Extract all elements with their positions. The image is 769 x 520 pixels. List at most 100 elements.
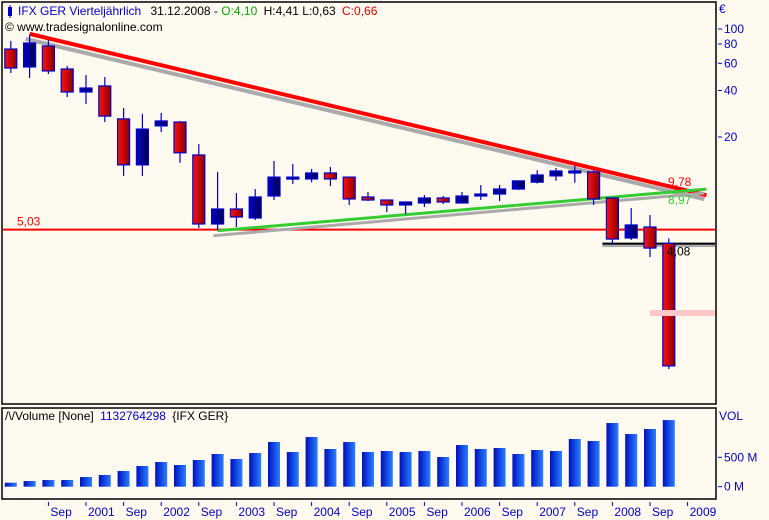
candle (361, 192, 375, 202)
volume-symbol: {IFX GER} (172, 409, 228, 423)
volume-bar (42, 479, 55, 487)
candle-body-bear (116, 118, 131, 166)
candle (98, 77, 112, 123)
x-tick-label: Sep (201, 505, 223, 519)
candle (23, 34, 37, 78)
price-plot (3, 31, 715, 370)
volume-bar (155, 462, 168, 487)
volume-bar (117, 471, 130, 487)
volume-bar (286, 452, 299, 487)
x-tick-label: Sep (351, 505, 373, 519)
candle-body-bull (248, 196, 262, 219)
horizontal-line-label: 4,08 (667, 245, 691, 259)
volume-bar (249, 453, 262, 487)
volume-bar (174, 465, 186, 487)
candle-body-bull (493, 188, 507, 195)
candle-body-bull (211, 208, 225, 225)
candle (530, 170, 544, 184)
candle (229, 192, 243, 227)
symbol-label[interactable]: IFX GER Vierteljährlich (18, 4, 141, 18)
y-tick-label: 60 (724, 56, 738, 70)
volume-bar (437, 457, 450, 487)
candle (511, 180, 526, 190)
x-tick-label: Sep (502, 505, 524, 519)
svg-text:IFX GER Vierteljährlich: IFX GER Vierteljährlich 31.12.2008 - O:4… (18, 4, 378, 18)
volume-bar (531, 450, 544, 487)
volume-header: /\/Volume [None] 1132764298 {IFX GER} (5, 409, 228, 423)
candle-body-bull (474, 193, 488, 197)
candle-body-bear (662, 242, 676, 367)
x-tick-label: 2005 (389, 505, 416, 519)
candle-body-bull (305, 172, 319, 180)
candle (586, 170, 601, 205)
candle (173, 120, 187, 163)
candle (380, 199, 394, 212)
candle (342, 176, 356, 205)
volume-bar (211, 454, 224, 487)
x-tick-label: Sep (577, 505, 599, 519)
volume-bar (474, 449, 487, 487)
candle (305, 169, 319, 183)
trendline-support (217, 187, 707, 233)
volume-value: 1132764298 (100, 409, 166, 423)
volume-indicator-name[interactable]: /\/Volume [None] (5, 409, 94, 423)
trendline-label: 9,78 (668, 175, 692, 189)
x-tick-label: Sep (426, 505, 448, 519)
volume-bar (343, 442, 356, 487)
candle-body-bull (568, 170, 582, 174)
x-tick-label: Sep (50, 505, 72, 519)
candle (41, 39, 56, 75)
close-value: C:0,66 (342, 4, 378, 18)
y-tick-label: 80 (724, 37, 738, 51)
candle (643, 215, 657, 258)
candle (436, 196, 450, 204)
trendline-shadow (213, 191, 705, 238)
trendline-resistance (29, 31, 707, 198)
volume-bar (324, 449, 337, 487)
candle-body-bear (323, 172, 337, 180)
y-tick-label: 40 (724, 83, 738, 97)
open-value: O:4,10 (221, 4, 257, 18)
candle (4, 41, 18, 74)
volume-bar (418, 451, 431, 487)
x-tick-label: 2006 (464, 505, 491, 519)
candle (60, 66, 74, 97)
candle (211, 171, 225, 231)
candle (493, 184, 507, 202)
volume-bar (644, 429, 656, 487)
candle-body-bull (267, 176, 281, 197)
volume-bar (268, 442, 280, 487)
candle-body-bull (455, 195, 469, 204)
candle (323, 166, 337, 187)
candle-body-bull (286, 176, 300, 180)
chart-header: IFX GER Vierteljährlich 31.12.2008 - O:4… (5, 4, 378, 34)
candle (116, 108, 131, 176)
volume-bar (606, 423, 619, 487)
volume-bar (568, 439, 581, 487)
volume-plot (4, 420, 675, 487)
volume-bar (550, 451, 562, 487)
currency-label: € (719, 2, 726, 16)
volume-y-tick-label: 0 M (724, 480, 744, 494)
candle-body-bear (436, 197, 450, 203)
volume-bar (399, 452, 412, 487)
volume-bar (305, 437, 318, 487)
candle-body-bull (79, 87, 93, 93)
volume-bar (456, 445, 468, 487)
volume-bar (23, 480, 36, 487)
candle (248, 189, 262, 221)
candle-body-bear (229, 208, 243, 218)
volume-bar (493, 448, 506, 487)
candle (267, 161, 281, 200)
candle-body-bull (154, 120, 168, 127)
candle-body-bear (192, 154, 206, 225)
volume-bar (587, 441, 600, 487)
x-tick-label: 2001 (88, 505, 115, 519)
candle-body-bear (173, 121, 187, 154)
candle-icon (8, 5, 12, 18)
candle-body-bear (380, 199, 394, 206)
candle-body-bear (4, 48, 18, 69)
candle (192, 144, 206, 229)
candle-body-bear (605, 197, 620, 240)
